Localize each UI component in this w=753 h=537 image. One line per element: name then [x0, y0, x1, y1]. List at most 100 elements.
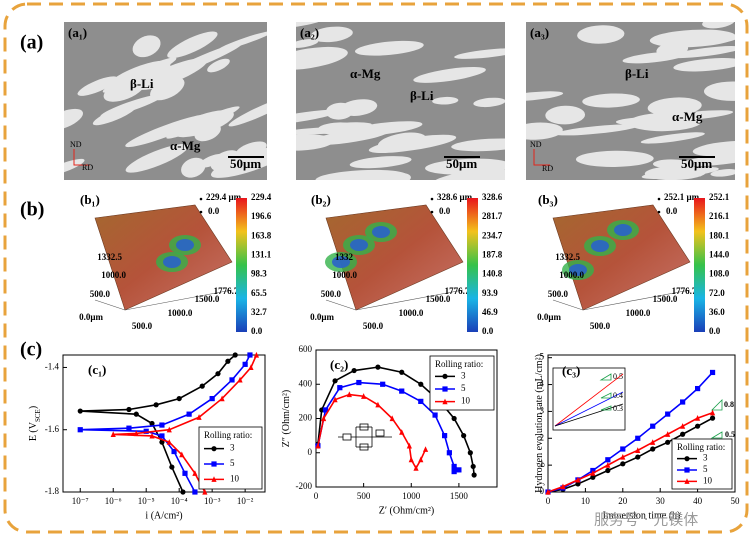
lamella: [210, 145, 267, 178]
marker: [709, 415, 716, 421]
marker: [126, 406, 132, 413]
marker: [620, 461, 626, 467]
marker: [77, 408, 83, 414]
lamella: [692, 140, 735, 157]
z-min: 0.0: [439, 206, 451, 216]
colorbar-label: 108.0: [709, 269, 730, 279]
colorbar-label: 328.6: [482, 192, 503, 202]
legend-label: 10: [461, 396, 471, 406]
marker: [680, 431, 686, 437]
colorbar-label: 229.4: [251, 192, 272, 202]
marker: [248, 364, 254, 371]
lamella: [473, 97, 505, 108]
colorbar-label: 46.9: [482, 307, 498, 317]
marker: [143, 428, 149, 434]
marker: [650, 439, 656, 445]
lamella: [425, 158, 505, 175]
marker: [179, 451, 185, 458]
lamella: [678, 152, 735, 167]
y-tick-label: 400: [299, 378, 313, 388]
x-tick-label: 1500: [450, 491, 469, 501]
surface-x-tick: 1776.7: [445, 286, 470, 296]
y-axis-label: Hydrogen evolution rate (mL/cm²): [534, 354, 545, 493]
y-tick-label: 200: [299, 413, 313, 423]
surface-x-tick: 500.0: [132, 321, 153, 331]
micrograph: [296, 22, 505, 180]
inset-slope-label: 0.5: [613, 372, 623, 381]
marker: [159, 439, 165, 445]
colorbar: [694, 198, 705, 332]
marker: [77, 427, 83, 433]
micrograph-rd: RD: [82, 163, 93, 172]
marker: [451, 463, 457, 470]
legend-label: 5: [461, 383, 466, 393]
surface-blob: [614, 224, 632, 236]
z-max: 252.1 μm: [664, 192, 700, 202]
marker: [620, 446, 626, 452]
marker: [133, 411, 139, 417]
marker: [149, 432, 155, 439]
marker: [575, 481, 581, 487]
surface-x-tick: 1776.7: [672, 286, 697, 296]
x-tick-label: 10⁻³: [204, 496, 221, 506]
lamella: [296, 46, 348, 70]
micrograph-scale: 50μm: [230, 156, 261, 171]
marker: [680, 399, 686, 405]
marker: [432, 412, 438, 418]
marker: [456, 467, 462, 473]
surface-frame: [94, 289, 233, 311]
marker: [451, 415, 457, 422]
marker: [620, 453, 626, 460]
inset-slope-label: 0.4: [613, 391, 623, 400]
marker: [229, 377, 235, 383]
marker: [451, 468, 457, 475]
lamella: [377, 132, 426, 151]
marker: [332, 396, 338, 403]
lamella: [92, 104, 138, 126]
marker: [315, 442, 321, 449]
lamella: [575, 150, 654, 167]
marker: [153, 402, 159, 408]
marker: [418, 456, 424, 463]
dot: [430, 197, 434, 201]
legend-label: 3: [703, 453, 708, 463]
x-tick-label: 50: [731, 496, 741, 506]
x-tick-label: 500: [357, 491, 371, 501]
lamella: [650, 31, 735, 46]
marker: [418, 381, 424, 387]
lamella: [132, 35, 161, 58]
micrograph-scale: 50μm: [446, 156, 477, 171]
marker: [242, 361, 248, 367]
marker: [650, 423, 656, 429]
dot: [657, 210, 661, 214]
marker: [442, 433, 448, 439]
lamella: [673, 58, 735, 72]
marker: [665, 439, 671, 445]
marker: [176, 395, 182, 402]
legend-title: Rolling ratio:: [204, 430, 252, 440]
marker: [186, 411, 192, 417]
surface-x-tick: 1500.0: [653, 294, 678, 304]
y-axis-label-part: Hydrogen evolution rate (mL/cm²): [534, 354, 545, 493]
marker: [680, 423, 686, 429]
x-axis-label: Immersion time (h): [603, 510, 681, 521]
marker: [446, 450, 452, 456]
marker: [709, 409, 716, 416]
lamella: [555, 124, 639, 136]
surface-label: (b₂): [311, 192, 331, 207]
slope-label: 0.5: [725, 430, 735, 439]
surface-blob: [163, 256, 181, 268]
surface-x-tick: 1000.0: [168, 308, 193, 318]
lamella: [702, 22, 735, 29]
marker: [219, 395, 225, 402]
lamella: [164, 42, 243, 77]
colorbar-label: 0.0: [482, 326, 494, 336]
marker: [346, 391, 352, 398]
legend-label: 3: [230, 443, 235, 453]
surface-y-tick: 0.0μm: [79, 312, 103, 322]
y-tick-label: 600: [299, 344, 313, 354]
lamella: [710, 169, 735, 177]
y-tick-label: 4: [540, 379, 545, 389]
series-line: [547, 417, 713, 493]
